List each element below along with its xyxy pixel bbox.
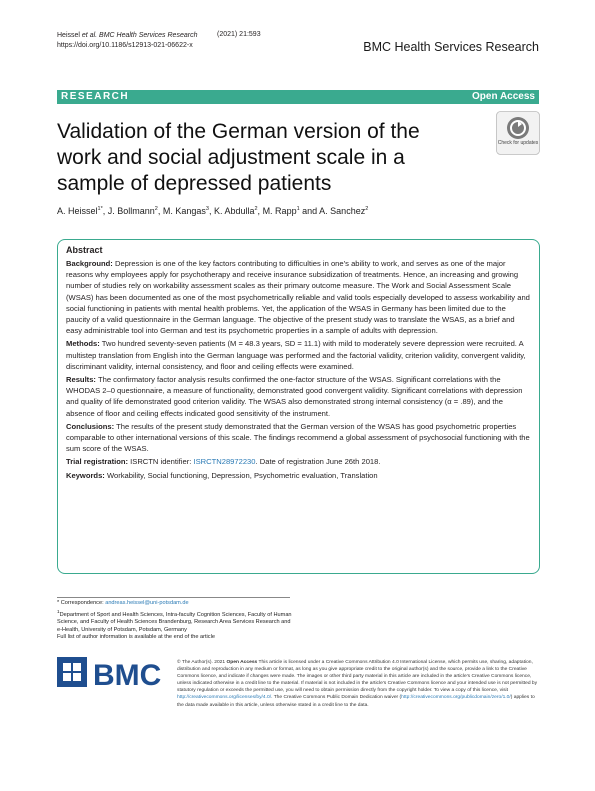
methods-label: Methods:: [66, 339, 100, 349]
results-label: Results:: [66, 375, 96, 385]
journal-name: BMC Health Services Research: [363, 40, 539, 54]
footnotes: * Correspondence: andreas.heissel@uni-po…: [57, 600, 297, 642]
license-text: © The Author(s). 2021 Open Access This a…: [177, 659, 541, 709]
author-list: A. Heissel1*, J. Bollmann2, M. Kangas3, …: [57, 206, 369, 216]
header-doi[interactable]: https://doi.org/10.1186/s12913-021-06622…: [57, 42, 193, 49]
conclusions-label: Conclusions:: [66, 421, 115, 431]
keywords-text: Workability, Social functioning, Depress…: [104, 470, 378, 480]
correspondence: * Correspondence: andreas.heissel@uni-po…: [57, 600, 297, 608]
trial-prefix: ISRCTN identifier:: [128, 457, 194, 467]
copyright: © The Author(s). 2021: [177, 660, 227, 665]
correspondence-email[interactable]: andreas.heissel@uni-potsdam.de: [105, 600, 189, 606]
license-link-cc0[interactable]: http://creativecommons.org/publicdomain/…: [401, 695, 511, 701]
author-affil: 2: [365, 206, 369, 212]
header-authors: Heissel: [57, 32, 82, 39]
full-author-info-note: Full list of author information is avail…: [57, 634, 215, 641]
author[interactable]: A. Heissel: [57, 206, 98, 216]
author-affil: 1*: [97, 206, 103, 212]
check-for-updates-icon: [496, 111, 540, 155]
bmc-logo-graphic: BMC: [57, 657, 161, 692]
running-header: Heissel et al. BMC Health Services Resea…: [57, 31, 197, 51]
author-affil: 3: [205, 206, 209, 212]
bmc-logo-text: BMC: [93, 659, 161, 692]
abstract-trial-registration: Trial registration: ISRCTN identifier: I…: [66, 456, 531, 467]
affiliation-text: Department of Sport and Health Sciences,…: [57, 611, 292, 633]
methods-text: Two hundred seventy-seven patients (M = …: [66, 339, 526, 371]
license-link-cc-by[interactable]: http://creativecommons.org/licenses/by/4…: [177, 695, 272, 701]
author[interactable]: J. Bollmann: [107, 206, 155, 216]
header-et-al: et al.: [81, 32, 98, 39]
author[interactable]: A. Sanchez: [319, 206, 366, 216]
background-text: Depression is one of the key factors con…: [66, 259, 530, 336]
author[interactable]: K. Abdulla: [213, 206, 255, 216]
trial-suffix: . Date of registration June 26th 2018.: [255, 457, 381, 467]
correspondence-label: * Correspondence:: [57, 600, 106, 606]
license-end: ) applies to the data made available in …: [177, 695, 535, 708]
bmc-logo: BMC: [57, 655, 165, 698]
check-for-updates-text[interactable]: Check for updates: [497, 140, 539, 146]
header-year-volume: (2021) 21:593: [217, 31, 261, 38]
open-access-label: Open Access: [472, 91, 535, 102]
license-mid: . The Creative Commons Public Domain Ded…: [271, 695, 402, 701]
abstract-background: Background: Depression is one of the key…: [66, 258, 531, 336]
results-text: The confirmatory factor analysis results…: [66, 375, 523, 418]
abstract-results: Results: The confirmatory factor analysi…: [66, 374, 531, 419]
abstract-conclusions: Conclusions: The results of the present …: [66, 421, 531, 455]
open-access-bold: Open Access: [226, 660, 258, 665]
footnote-divider: [57, 597, 290, 598]
article-title: Validation of the German version of the …: [57, 120, 420, 195]
author-affil: 2: [154, 206, 158, 212]
affiliation: 1Department of Sport and Health Sciences…: [57, 608, 297, 635]
section-banner: RESEARCH Open Access: [57, 90, 539, 104]
license-body: This article is licensed under a Creativ…: [177, 660, 538, 694]
header-journal-abbrev: BMC Health Services Research: [97, 32, 198, 39]
trial-link[interactable]: ISRCTN28972230: [193, 457, 256, 467]
section-label: RESEARCH: [61, 91, 130, 102]
abstract-heading: Abstract: [66, 245, 103, 255]
check-for-updates-badge[interactable]: [496, 111, 540, 155]
abstract-methods: Methods: Two hundred seventy-seven patie…: [66, 338, 531, 372]
author-affil: 2: [254, 206, 258, 212]
conclusions-text: The results of the present study demonst…: [66, 421, 530, 454]
trial-label: Trial registration:: [66, 457, 129, 467]
author[interactable]: M. Kangas: [162, 206, 206, 216]
affiliation-sup: 1: [57, 608, 60, 614]
background-label: Background:: [66, 259, 113, 268]
abstract-keywords: Keywords: Workability, Social functionin…: [66, 470, 531, 481]
abstract-box: Abstract Background: Depression is one o…: [57, 239, 540, 574]
keywords-label: Keywords:: [66, 470, 105, 480]
author[interactable]: M. Rapp: [262, 206, 297, 216]
author-affil: 1: [296, 206, 300, 212]
